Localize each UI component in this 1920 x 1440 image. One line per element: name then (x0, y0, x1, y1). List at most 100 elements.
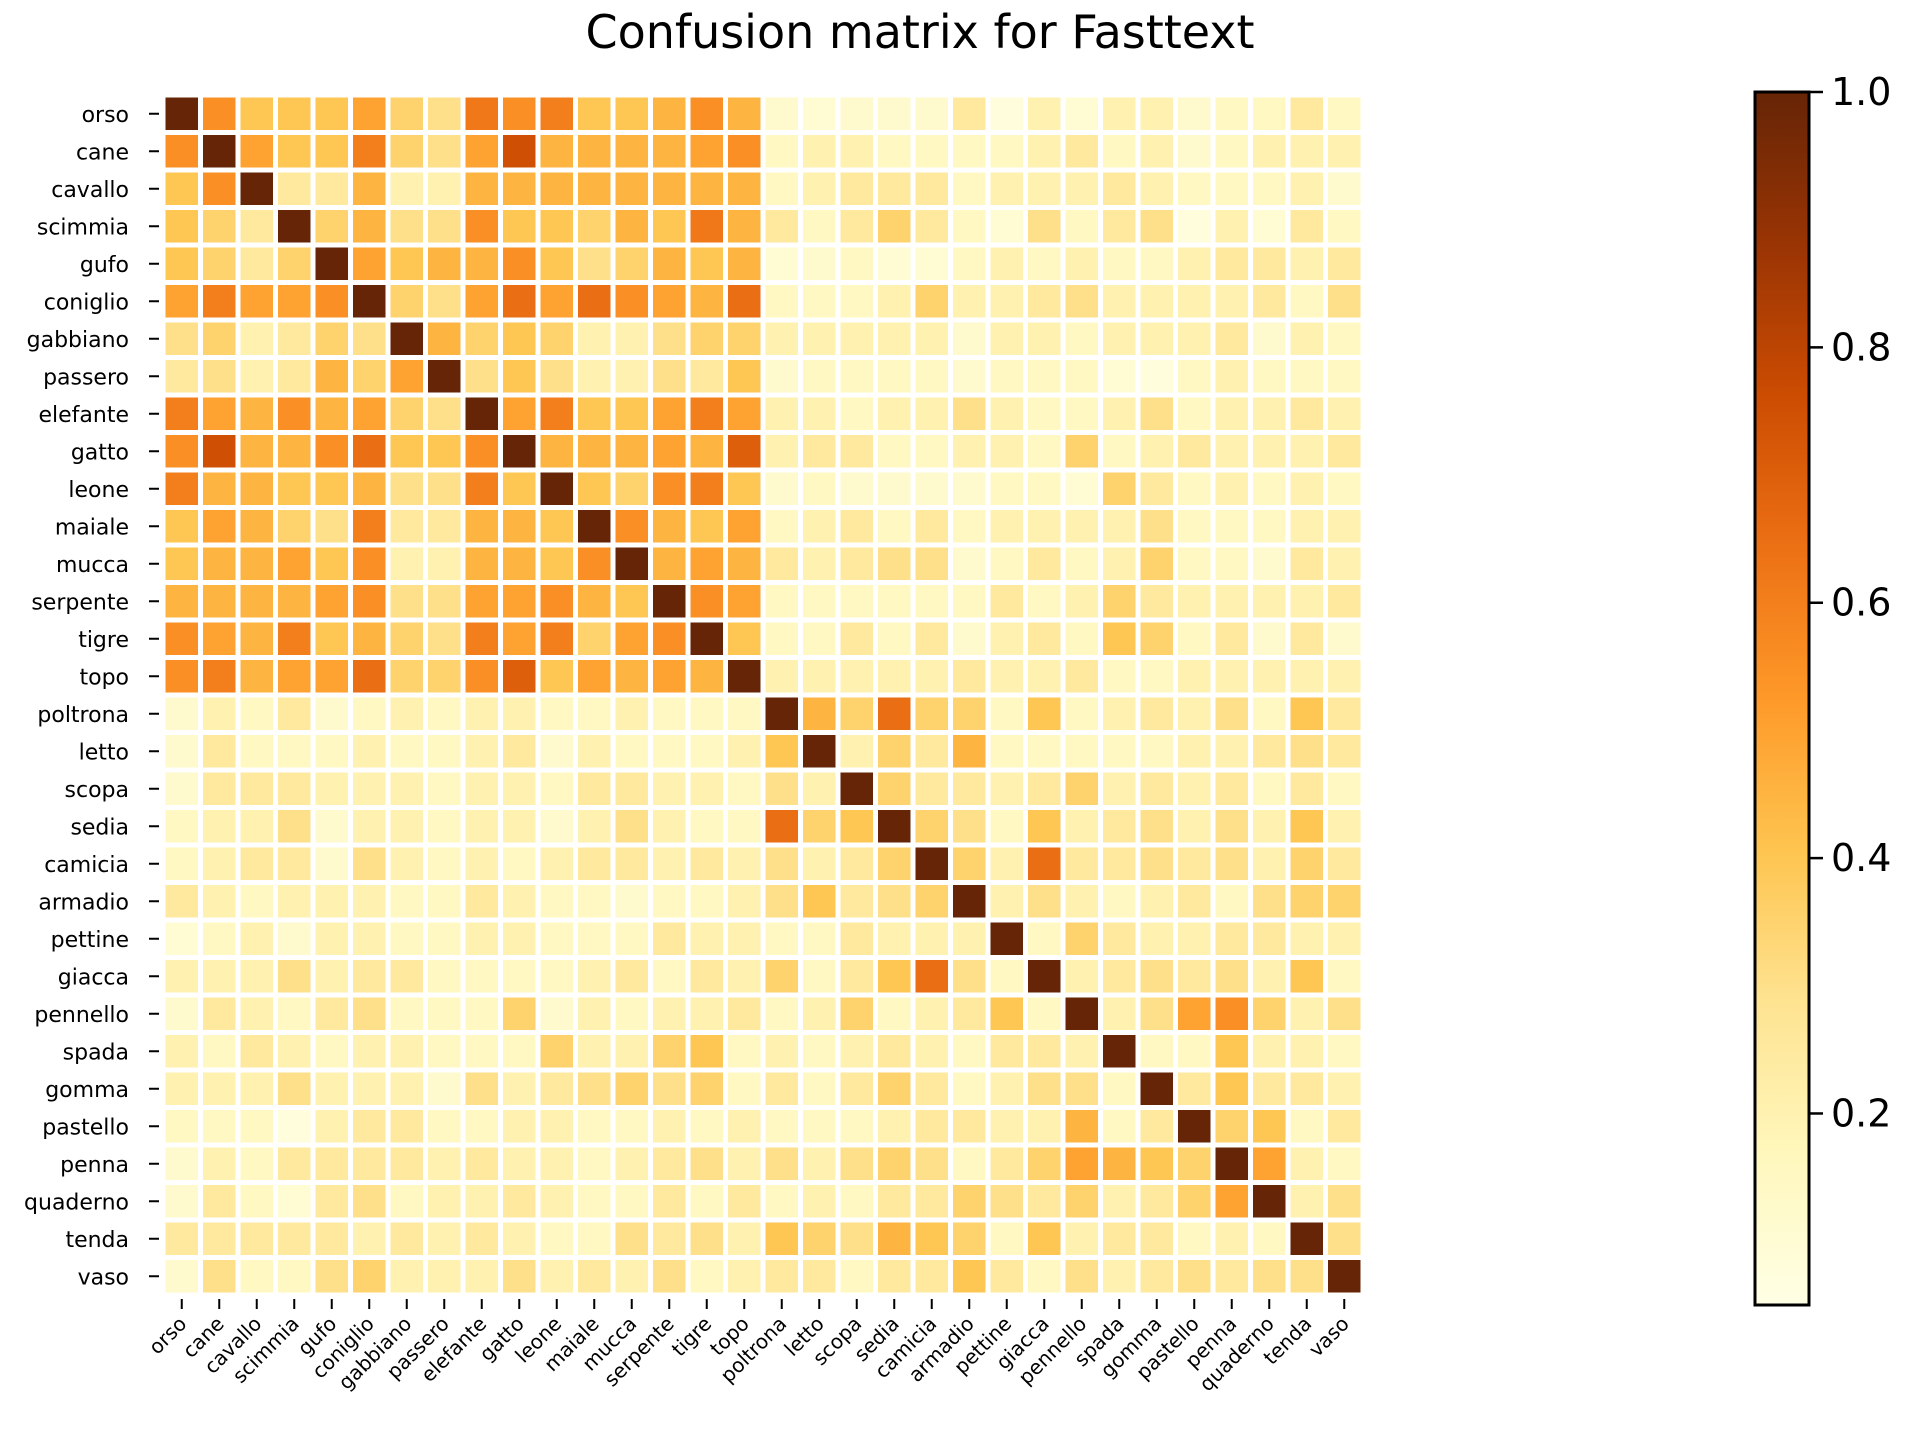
heatmap-cell-serpente-gufo (315, 585, 348, 618)
heatmap-cell-spada-vaso (1328, 1035, 1361, 1068)
heatmap-cell-pennello-pettine (990, 997, 1023, 1030)
heatmap-cell-tigre-maiale (578, 622, 611, 655)
heatmap-cell-sedia-gufo (315, 810, 348, 843)
heatmap-cell-topo-armadio (953, 660, 986, 693)
heatmap-cell-gatto-armadio (953, 435, 986, 468)
heatmap-cell-camicia-spada (1103, 847, 1136, 880)
heatmap-cell-poltrona-serpente (653, 697, 686, 730)
heatmap-cell-pennello-letto (803, 997, 836, 1030)
heatmap-cell-quaderno-elefante (465, 1185, 498, 1218)
heatmap-cell-pastello-tenda (1290, 1110, 1323, 1143)
row-label-cavallo: cavallo (51, 178, 129, 203)
heatmap-cell-cavallo-giacca (1028, 172, 1061, 205)
heatmap-cell-scimmia-spada (1103, 210, 1136, 243)
heatmap-cell-leone-pettine (990, 472, 1023, 505)
heatmap-cell-tigre-armadio (953, 622, 986, 655)
heatmap-cell-gabbiano-quaderno (1253, 322, 1286, 355)
heatmap-cell-passero-pennello (1065, 360, 1098, 393)
heatmap-cell-vaso-gabbiano (390, 1260, 423, 1293)
heatmap-cell-gomma-letto (803, 1072, 836, 1105)
heatmap-cell-armadio-armadio (953, 885, 986, 918)
heatmap-cell-gabbiano-gabbiano (390, 322, 423, 355)
heatmap-cell-leone-pennello (1065, 472, 1098, 505)
colorbar-tick-label: 1.0 (1831, 70, 1891, 114)
heatmap-cell-poltrona-maiale (578, 697, 611, 730)
heatmap-cell-gomma-coniglio (353, 1072, 386, 1105)
heatmap-cell-poltrona-tigre (690, 697, 723, 730)
heatmap-cell-passero-orso (165, 360, 198, 393)
heatmap-cell-elefante-pennello (1065, 397, 1098, 430)
heatmap-cell-topo-pettine (990, 660, 1023, 693)
heatmap-cell-scimmia-pettine (990, 210, 1023, 243)
heatmap-cell-camicia-scopa (840, 847, 873, 880)
heatmap-cell-penna-gufo (315, 1147, 348, 1180)
heatmap-cell-gomma-orso (165, 1072, 198, 1105)
heatmap-cell-tigre-mucca (615, 622, 648, 655)
heatmap-cell-pennello-tigre (690, 997, 723, 1030)
heatmap-cell-topo-gufo (315, 660, 348, 693)
heatmap-cell-serpente-poltrona (765, 585, 798, 618)
heatmap-cell-elefante-gomma (1140, 397, 1173, 430)
heatmap-cell-poltrona-orso (165, 697, 198, 730)
heatmap-cell-pastello-tigre (690, 1110, 723, 1143)
heatmap-cell-giacca-poltrona (765, 960, 798, 993)
row-label-passero: passero (43, 365, 129, 390)
heatmap-cell-leone-tenda (1290, 472, 1323, 505)
heatmap-cell-gomma-camicia (915, 1072, 948, 1105)
heatmap-cell-vaso-camicia (915, 1260, 948, 1293)
heatmap-cell-gabbiano-maiale (578, 322, 611, 355)
heatmap-cell-camicia-mucca (615, 847, 648, 880)
heatmap-cell-pettine-vaso (1328, 922, 1361, 955)
heatmap-cell-cane-pastello (1178, 135, 1211, 168)
heatmap-cell-armadio-mucca (615, 885, 648, 918)
heatmap-cell-orso-armadio (953, 97, 986, 130)
heatmap-cell-giacca-tenda (1290, 960, 1323, 993)
heatmap-cell-mucca-elefante (465, 547, 498, 580)
heatmap-cell-maiale-gomma (1140, 510, 1173, 543)
heatmap-cell-cane-camicia (915, 135, 948, 168)
heatmap-cell-serpente-pennello (1065, 585, 1098, 618)
row-label-scopa: scopa (65, 778, 129, 803)
heatmap-cell-quaderno-gomma (1140, 1185, 1173, 1218)
heatmap-cell-sedia-sedia (878, 810, 911, 843)
heatmap-cell-armadio-passero (428, 885, 461, 918)
heatmap-cell-pastello-scimmia (278, 1110, 311, 1143)
heatmap-cell-gufo-quaderno (1253, 247, 1286, 280)
heatmap-cell-gabbiano-pastello (1178, 322, 1211, 355)
heatmap-cell-cane-mucca (615, 135, 648, 168)
heatmap-cell-gatto-spada (1103, 435, 1136, 468)
heatmap-cell-giacca-quaderno (1253, 960, 1286, 993)
heatmap-cell-quaderno-pennello (1065, 1185, 1098, 1218)
heatmap-cell-giacca-sedia (878, 960, 911, 993)
heatmap-cell-coniglio-letto (803, 285, 836, 318)
heatmap-cell-poltrona-scimmia (278, 697, 311, 730)
heatmap-cell-leone-topo (728, 472, 761, 505)
heatmap-cell-coniglio-gomma (1140, 285, 1173, 318)
colorbar-tick-label: 0.4 (1831, 836, 1891, 880)
heatmap-cell-sedia-cane (203, 810, 236, 843)
heatmap-cell-camicia-topo (728, 847, 761, 880)
row-label-poltrona: poltrona (37, 703, 129, 728)
heatmap-cell-scopa-pennello (1065, 772, 1098, 805)
heatmap-cell-orso-coniglio (353, 97, 386, 130)
heatmap-cell-armadio-orso (165, 885, 198, 918)
heatmap-cell-orso-quaderno (1253, 97, 1286, 130)
heatmap-cell-spada-gufo (315, 1035, 348, 1068)
heatmap-cell-spada-pastello (1178, 1035, 1211, 1068)
heatmap-cell-scopa-leone (540, 772, 573, 805)
heatmap-cell-giacca-vaso (1328, 960, 1361, 993)
heatmap-cell-orso-serpente (653, 97, 686, 130)
heatmap-cell-mucca-scopa (840, 547, 873, 580)
heatmap-cell-quaderno-gufo (315, 1185, 348, 1218)
heatmap-cell-topo-pastello (1178, 660, 1211, 693)
heatmap-cell-cane-poltrona (765, 135, 798, 168)
heatmap-cell-elefante-scimmia (278, 397, 311, 430)
heatmap-cell-scopa-orso (165, 772, 198, 805)
heatmap-cell-letto-pennello (1065, 735, 1098, 768)
heatmap-cell-sedia-cavallo (240, 810, 273, 843)
heatmap-cell-tenda-scopa (840, 1222, 873, 1255)
heatmap-cell-camicia-sedia (878, 847, 911, 880)
heatmap-cell-camicia-camicia (915, 847, 948, 880)
heatmap-cell-gabbiano-letto (803, 322, 836, 355)
heatmap-cell-mucca-camicia (915, 547, 948, 580)
